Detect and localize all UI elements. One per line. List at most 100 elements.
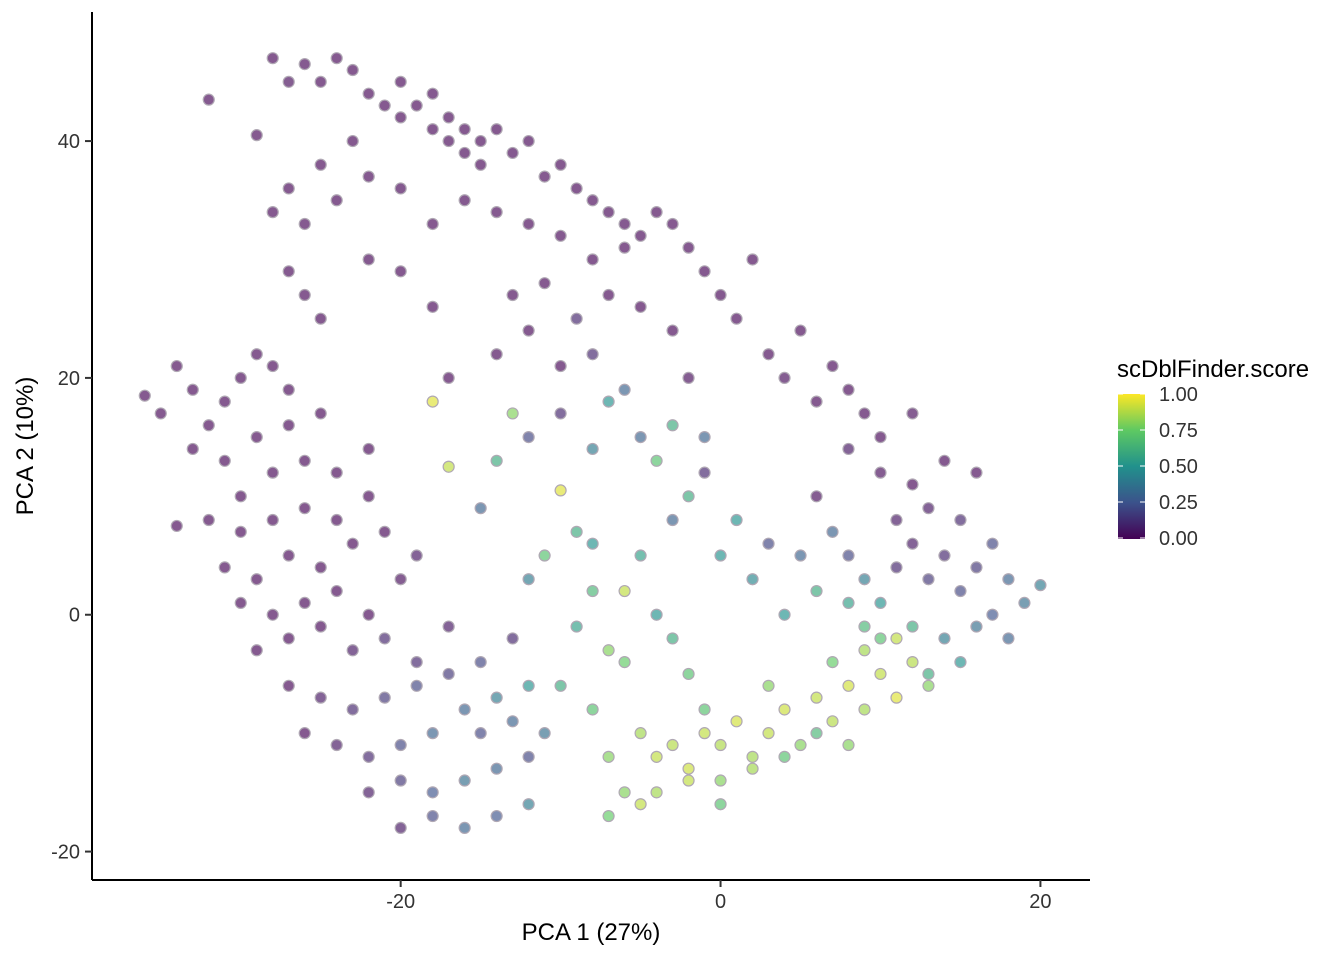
data-point <box>250 431 263 444</box>
x-tick-label: -20 <box>386 891 415 913</box>
data-point <box>490 123 503 136</box>
data-point <box>890 561 903 574</box>
data-point <box>330 52 343 65</box>
data-point <box>538 277 551 290</box>
data-point <box>906 620 919 633</box>
data-point <box>666 324 679 337</box>
data-point <box>922 679 935 692</box>
data-point <box>250 573 263 586</box>
data-point <box>634 431 647 444</box>
data-point <box>586 584 599 598</box>
data-point <box>938 549 951 562</box>
data-point <box>218 395 231 408</box>
data-point <box>618 383 631 396</box>
data-point <box>970 466 983 479</box>
x-ticks: -20 0 20 <box>386 880 1052 913</box>
data-point <box>426 786 439 799</box>
data-point <box>842 596 855 610</box>
data-point <box>778 608 791 621</box>
data-point <box>522 750 535 763</box>
data-point <box>762 679 775 692</box>
data-point <box>634 727 647 740</box>
data-point <box>634 798 647 811</box>
data-point <box>362 750 375 763</box>
data-point <box>282 182 295 195</box>
data-point <box>506 407 519 420</box>
x-tick-label: 0 <box>715 891 726 913</box>
data-point <box>650 206 663 219</box>
data-point <box>522 324 535 337</box>
data-point <box>666 217 679 231</box>
data-point <box>442 134 455 148</box>
data-point <box>634 229 647 242</box>
data-point <box>522 679 535 692</box>
data-point <box>682 774 695 787</box>
data-point <box>826 359 839 373</box>
data-point <box>394 573 407 586</box>
data-point <box>826 656 839 669</box>
data-point <box>266 466 279 479</box>
data-point <box>954 513 967 527</box>
legend-tick-label: 0.25 <box>1159 492 1198 514</box>
data-point <box>378 99 391 112</box>
data-point <box>842 679 855 692</box>
data-point <box>970 561 983 574</box>
data-point <box>234 490 247 503</box>
data-point <box>522 431 535 444</box>
data-point <box>682 490 695 503</box>
data-point <box>378 525 391 538</box>
data-point <box>298 288 311 302</box>
data-point <box>474 158 487 171</box>
data-point <box>314 158 327 171</box>
data-point <box>586 348 599 361</box>
data-point <box>490 348 503 361</box>
data-point <box>762 348 775 361</box>
data-point <box>298 502 311 515</box>
data-point <box>346 644 359 657</box>
data-point <box>506 288 519 302</box>
data-point <box>602 809 615 823</box>
data-point <box>826 715 839 728</box>
data-point <box>170 359 183 373</box>
data-point <box>474 502 487 515</box>
data-point <box>298 596 311 610</box>
data-point <box>970 620 983 633</box>
points-layer <box>138 52 1047 834</box>
data-point <box>346 63 359 77</box>
y-tick-label: -20 <box>51 842 80 864</box>
legend: scDblFinder.score 0.00 0.25 0.50 0.75 1.00 <box>1117 356 1309 550</box>
data-point <box>266 513 279 527</box>
data-point <box>138 389 151 402</box>
data-point <box>666 632 679 645</box>
data-point <box>362 87 375 100</box>
data-point <box>666 513 679 527</box>
data-point <box>218 561 231 574</box>
data-point <box>730 715 743 728</box>
data-point <box>266 608 279 621</box>
data-point <box>954 584 967 598</box>
data-point <box>394 738 407 752</box>
data-point <box>538 549 551 562</box>
x-axis-label: PCA 1 (27%) <box>522 919 661 946</box>
x-tick-label: 20 <box>1029 891 1051 913</box>
data-point <box>330 738 343 752</box>
data-point <box>282 75 295 88</box>
legend-title: scDblFinder.score <box>1117 356 1309 383</box>
data-point <box>362 170 375 183</box>
data-point <box>554 359 567 373</box>
data-point <box>842 738 855 752</box>
data-point <box>1034 579 1047 592</box>
data-point <box>586 253 599 266</box>
data-point <box>698 703 711 716</box>
data-point <box>410 549 423 562</box>
data-point <box>810 490 823 503</box>
y-ticks: -20 0 20 40 <box>51 131 92 864</box>
data-point <box>666 419 679 432</box>
data-point <box>282 383 295 396</box>
data-point <box>330 194 343 207</box>
data-point <box>906 537 919 550</box>
data-point <box>1002 573 1015 586</box>
data-point <box>426 809 439 823</box>
data-point <box>826 525 839 538</box>
